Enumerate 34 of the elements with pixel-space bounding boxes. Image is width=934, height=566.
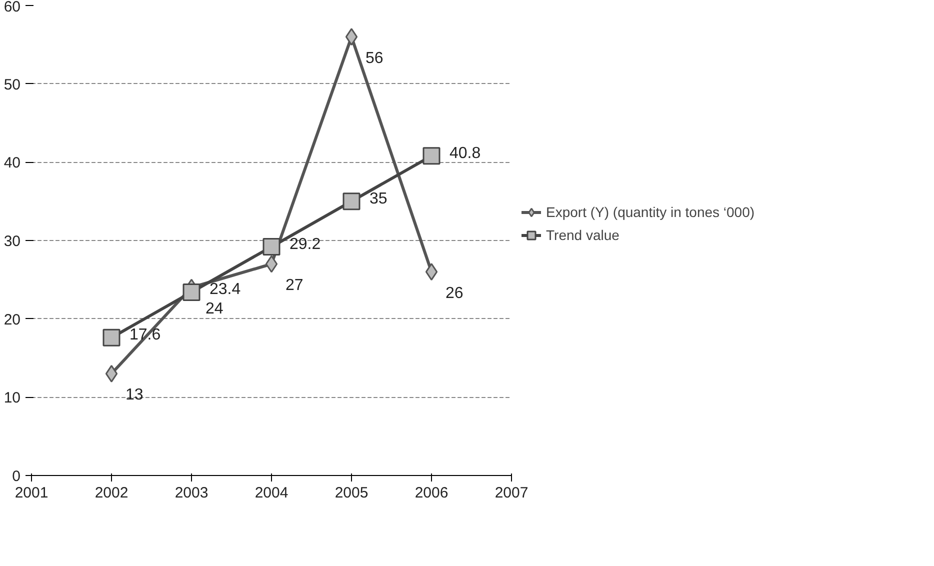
point [105,364,118,382]
y-tick-label: 0 [12,468,20,485]
point [422,147,440,165]
y-tick-label: 10 [4,390,21,407]
y-tick-label: 50 [4,76,21,94]
y-tick-label: 60 [4,0,21,16]
y-tick-label: 30 [4,233,21,250]
y-tick-label: 40 [4,154,21,172]
point [262,238,280,256]
point [342,192,360,210]
data-label: 13 [126,386,144,404]
x-tick-label: 2003 [174,484,208,502]
data-label: 56 [366,50,384,67]
x-tick-label: 2006 [414,484,448,502]
point [345,28,358,46]
point [182,283,200,301]
x-tick-label: 2002 [94,484,128,502]
legend-label: Trend value [546,227,620,243]
legend-label: Export (Y) (quantity in tones ‘000) [546,204,755,220]
data-label: 35 [370,190,388,208]
x-tick-label: 2005 [334,484,368,502]
data-label: 40.8 [450,144,481,162]
data-label: 26 [446,284,464,302]
x-tick-label: 2007 [494,484,528,502]
point [425,263,438,281]
x-tick-label: 2004 [254,484,288,502]
data-label: 27 [286,277,304,294]
x-tick-label: 2001 [14,484,48,502]
point [265,255,278,273]
y-tick-label: 20 [4,311,21,328]
point [102,328,120,346]
data-label: 29.2 [290,236,321,253]
data-label: 24 [206,300,224,318]
data-label: 23.4 [210,281,241,298]
